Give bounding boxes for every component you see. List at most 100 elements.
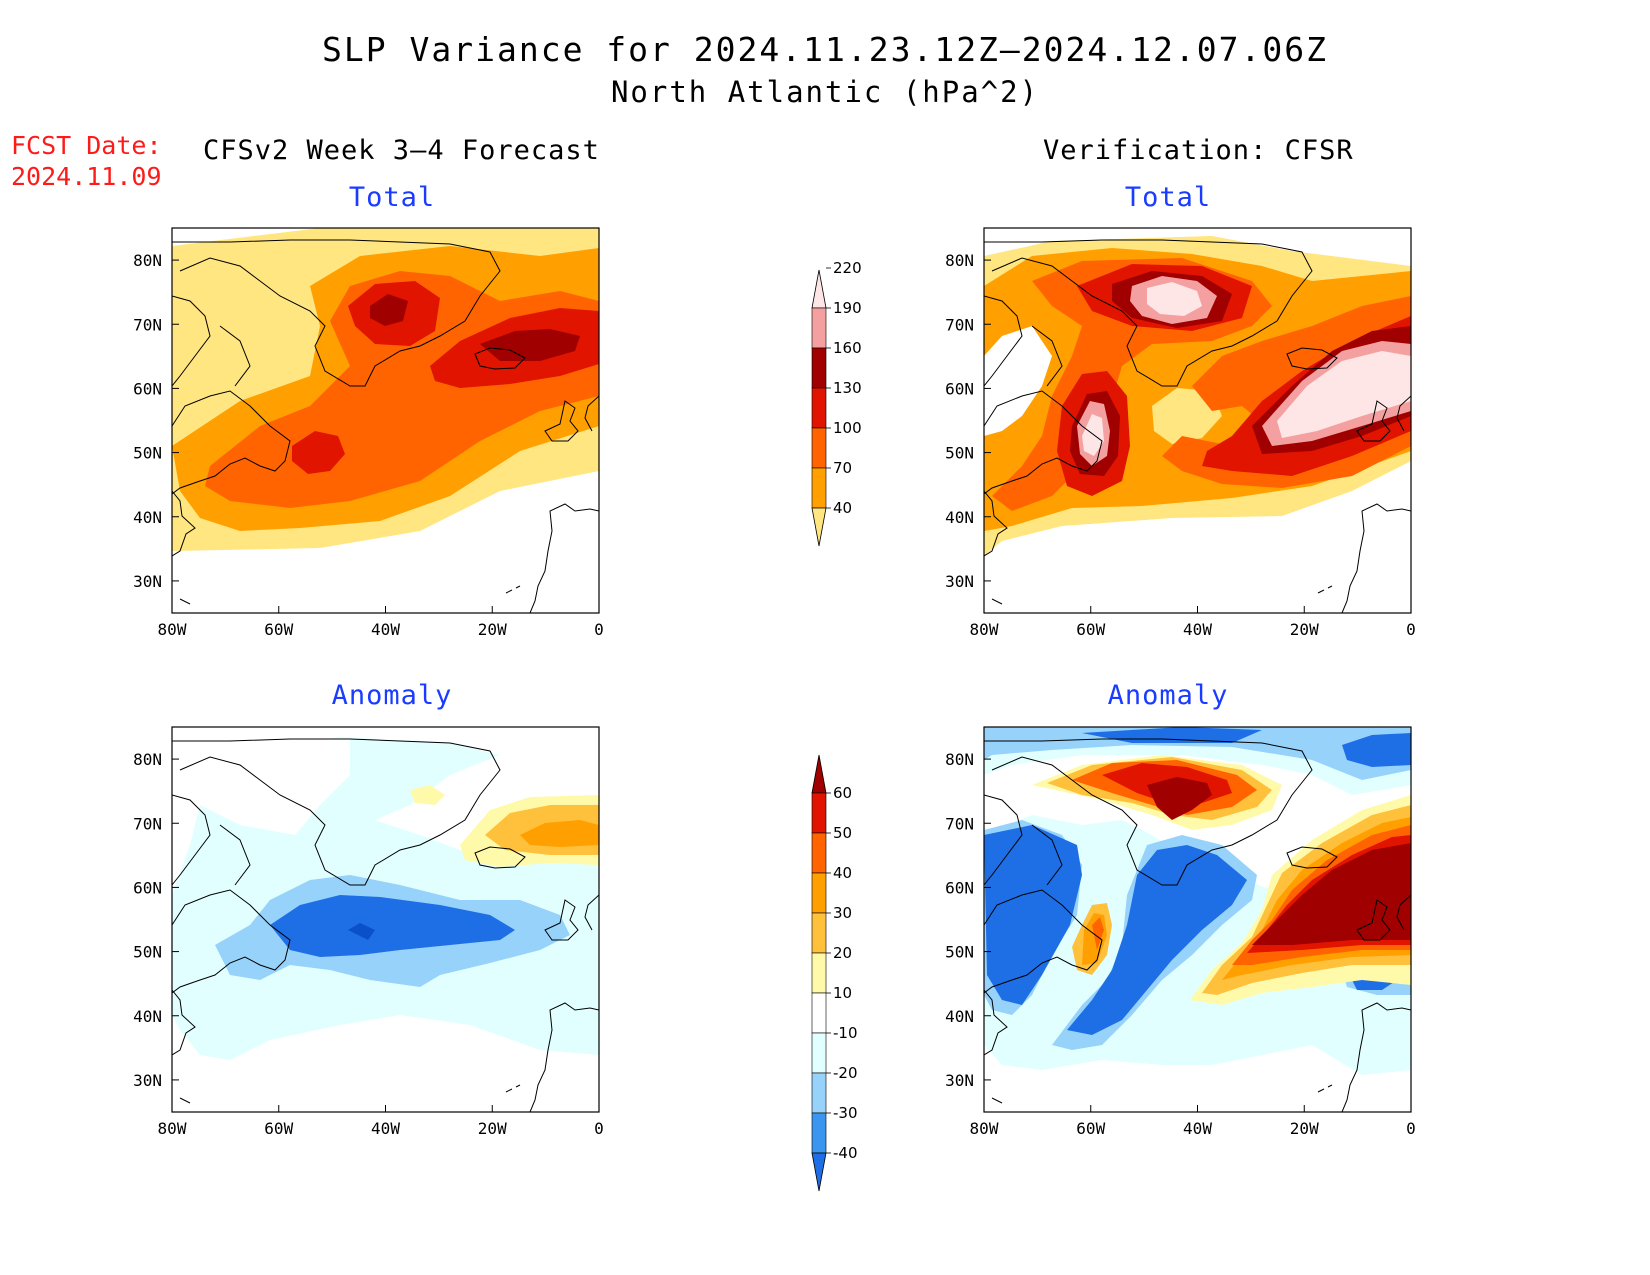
x-tick-label: 80W — [970, 1119, 999, 1138]
x-tick-label: 60W — [264, 620, 293, 639]
panel-title-forecast-total: Total — [348, 182, 436, 213]
forecast-header: CFSv2 Week 3–4 Forecast — [203, 135, 600, 166]
colorbar-label: 50 — [833, 824, 852, 842]
chart-subtitle: North Atlantic (hPa^2) — [610, 75, 1040, 109]
verification-anomaly-map: 80W 60W 40W 20W 0 30N 40N 50N 60N 70N 80N — [932, 725, 1432, 1145]
colorbar-label: -40 — [833, 1144, 858, 1162]
y-tick-label: 70N — [945, 814, 974, 833]
x-tick-label: 40W — [371, 1119, 400, 1138]
coastline — [172, 738, 599, 1112]
x-tick-label: 0 — [1406, 620, 1416, 639]
colorbar-label: 10 — [833, 984, 852, 1002]
y-tick-label: 70N — [133, 315, 162, 334]
x-tick-label: 60W — [1076, 1119, 1105, 1138]
y-tick-label: 80N — [133, 750, 162, 769]
verification-total-shading — [984, 236, 1411, 556]
y-tick-label: 40N — [133, 508, 162, 527]
colorbar-segment — [811, 872, 827, 914]
colorbar-label: 160 — [833, 339, 862, 357]
y-tick-label: 50N — [133, 444, 162, 463]
total-colorbar: 40 70 100 130 160 190 220 — [790, 259, 870, 584]
y-tick-label: 80N — [945, 251, 974, 270]
forecast-anomaly-map: 80W 60W 40W 20W 0 30N 40N 50N 60N 70N 80N — [120, 725, 620, 1145]
y-axis: 30N 40N 50N 60N 70N 80N — [133, 251, 179, 591]
x-tick-label: 40W — [1183, 1119, 1212, 1138]
x-tick-label: 40W — [1183, 620, 1212, 639]
x-tick-label: 20W — [1290, 620, 1319, 639]
colorbar-segment — [811, 1032, 827, 1074]
colorbar-label: 220 — [833, 259, 862, 277]
x-axis: 80W 60W 40W 20W 0 — [970, 606, 1416, 639]
panel-title-forecast-anomaly: Anomaly — [331, 680, 453, 711]
y-axis: 30N 40N 50N 60N 70N 80N — [945, 750, 991, 1090]
x-tick-label: 20W — [1290, 1119, 1319, 1138]
x-tick-label: 60W — [1076, 620, 1105, 639]
x-axis: 80W 60W 40W 20W 0 — [158, 1105, 604, 1138]
y-tick-label: 70N — [133, 814, 162, 833]
forecast-total-map: 80W 60W 40W 20W 0 30N 40N 50N 60N 70N 80N — [120, 226, 620, 646]
colorbar-segment — [811, 792, 827, 834]
panel-title-verification-anomaly: Anomaly — [1107, 680, 1229, 711]
y-tick-label: 60N — [945, 379, 974, 398]
forecast-anomaly-shading — [172, 737, 599, 1060]
x-tick-label: 80W — [158, 620, 187, 639]
verification-total-map: 80W 60W 40W 20W 0 30N 40N 50N 60N 70N 80N — [932, 226, 1432, 646]
x-tick-label: 60W — [264, 1119, 293, 1138]
x-tick-label: 0 — [1406, 1119, 1416, 1138]
colorbar-segment — [811, 952, 827, 994]
colorbar-segment — [811, 912, 827, 954]
y-tick-label: 50N — [133, 943, 162, 962]
colorbar-top-triangle — [811, 754, 827, 794]
x-tick-label: 80W — [970, 620, 999, 639]
colorbar-label: 70 — [833, 459, 852, 477]
colorbar-segment — [811, 1112, 827, 1154]
forecast-total-shading — [172, 228, 599, 551]
colorbar-segment — [811, 347, 827, 389]
colorbar-label: -20 — [833, 1064, 858, 1082]
y-tick-label: 30N — [133, 1071, 162, 1090]
x-tick-label: 80W — [158, 1119, 187, 1138]
x-axis: 80W 60W 40W 20W 0 — [970, 1105, 1416, 1138]
colorbar-bottom-triangle — [811, 507, 827, 547]
fcst-date-value: 2024.11.09 — [11, 162, 162, 191]
chart-title: SLP Variance for 2024.11.23.12Z–2024.12.… — [322, 30, 1328, 69]
colorbar-label: 190 — [833, 299, 862, 317]
x-tick-label: 40W — [371, 620, 400, 639]
y-tick-label: 50N — [945, 943, 974, 962]
colorbar-label: 40 — [833, 864, 852, 882]
y-tick-label: 60N — [945, 878, 974, 897]
colorbar-label: 20 — [833, 944, 852, 962]
colorbar-segment — [811, 832, 827, 874]
x-tick-label: 0 — [594, 1119, 604, 1138]
y-tick-label: 40N — [133, 1007, 162, 1026]
colorbar-segment — [811, 427, 827, 469]
colorbar-label: 100 — [833, 419, 862, 437]
colorbar-segment — [811, 992, 827, 1034]
coastline — [172, 239, 599, 613]
x-axis: 80W 60W 40W 20W 0 — [158, 606, 604, 639]
colorbar-bottom-triangle — [811, 1152, 827, 1192]
x-tick-label: 0 — [594, 620, 604, 639]
coastline — [984, 738, 1411, 1112]
panel-title-verification-total: Total — [1124, 182, 1212, 213]
y-tick-label: 50N — [945, 444, 974, 463]
y-tick-label: 60N — [133, 379, 162, 398]
y-tick-label: 30N — [945, 1071, 974, 1090]
verification-header: Verification: CFSR — [1043, 135, 1354, 166]
y-tick-label: 40N — [945, 1007, 974, 1026]
colorbar-label: -10 — [833, 1024, 858, 1042]
colorbar-label: 130 — [833, 379, 862, 397]
y-tick-label: 30N — [945, 572, 974, 591]
x-tick-label: 20W — [478, 620, 507, 639]
colorbar-segment — [811, 467, 827, 509]
x-tick-label: 20W — [478, 1119, 507, 1138]
colorbar-segment — [811, 1072, 827, 1114]
y-tick-label: 30N — [133, 572, 162, 591]
y-axis: 30N 40N 50N 60N 70N 80N — [945, 251, 991, 591]
colorbar-top-triangle — [811, 269, 827, 309]
y-axis: 30N 40N 50N 60N 70N 80N — [133, 750, 179, 1090]
y-tick-label: 40N — [945, 508, 974, 527]
y-tick-label: 80N — [133, 251, 162, 270]
coastline — [984, 239, 1411, 613]
y-tick-label: 60N — [133, 878, 162, 897]
